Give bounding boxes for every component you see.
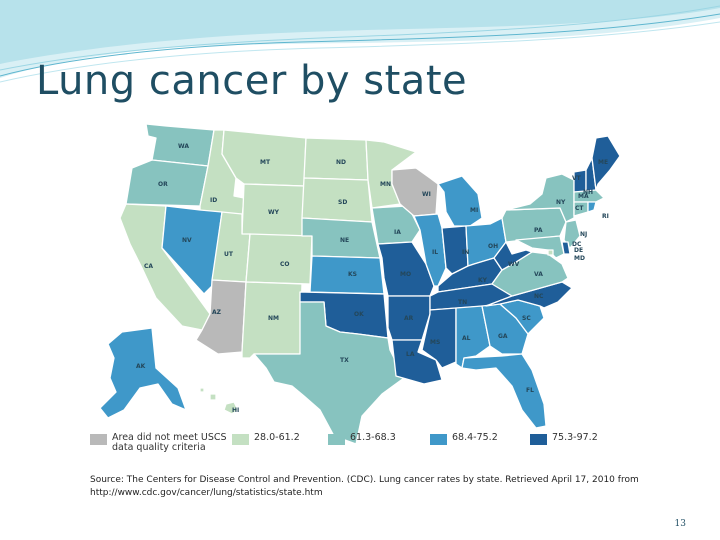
state-KS <box>309 255 385 295</box>
label-NE: NE <box>340 237 349 244</box>
label-CO: CO <box>280 261 290 268</box>
state-SD <box>301 177 373 223</box>
legend-item-mid-high: 68.4-75.2 <box>430 433 498 445</box>
legend-item-no-data: Area did not meet USCS data quality crit… <box>90 433 240 453</box>
label-VT: VT <box>572 175 582 182</box>
legend-label: 61.3-68.3 <box>350 432 396 443</box>
state-ME <box>591 135 621 191</box>
label-ND: ND <box>336 159 346 166</box>
state-HI <box>223 401 239 415</box>
label-HI: HI <box>232 407 239 414</box>
map-legend: Area did not meet USCS data quality crit… <box>90 433 620 469</box>
map-canvas: WA OR CA ID NV MT WY UT AZ CO NM ND SD N… <box>99 123 621 445</box>
label-IL: IL <box>432 249 438 256</box>
label-OR: OR <box>158 181 168 188</box>
label-KS: KS <box>348 271 357 278</box>
legend-swatch <box>430 434 447 445</box>
label-VA: VA <box>534 271 543 278</box>
state-MA <box>573 189 605 203</box>
legend-item-high: 75.3-97.2 <box>530 433 598 445</box>
label-AL: AL <box>462 335 471 342</box>
label-MI: MI <box>470 207 478 214</box>
label-IA: IA <box>394 229 401 236</box>
label-ID: ID <box>210 197 217 204</box>
label-ME: ME <box>598 159 608 166</box>
label-NJ: NJ <box>580 231 587 238</box>
slide-title: Lung cancer by state <box>36 58 468 104</box>
label-KY: KY <box>478 277 488 284</box>
label-WV: WV <box>508 261 520 268</box>
label-CT: CT <box>575 205 584 212</box>
legend-label: Area did not meet USCS data quality crit… <box>112 432 227 453</box>
state-CO <box>245 233 313 285</box>
label-LA: LA <box>406 351 415 358</box>
label-TX: TX <box>340 357 349 364</box>
state-RI <box>587 201 597 213</box>
legend-swatch <box>90 434 107 445</box>
label-MO: MO <box>400 271 411 278</box>
label-NM: NM <box>268 315 279 322</box>
legend-label: 68.4-75.2 <box>452 432 498 443</box>
label-NH: NH <box>583 189 593 196</box>
legend-swatch <box>328 434 345 445</box>
label-GA: GA <box>498 333 508 340</box>
slide-number: 13 <box>674 519 686 529</box>
legend-swatch <box>530 434 547 445</box>
label-RI: RI <box>602 213 609 220</box>
label-DE: DE <box>574 247 583 254</box>
label-AZ: AZ <box>212 309 222 316</box>
label-UT: UT <box>224 251 234 258</box>
header-swoosh <box>0 0 720 83</box>
state-DC <box>547 249 554 256</box>
label-NY: NY <box>556 199 566 206</box>
label-MD: MD <box>574 255 585 262</box>
us-choropleth-map: WA OR CA ID NV MT WY UT AZ CO NM ND SD N… <box>86 118 622 468</box>
label-FL: FL <box>526 387 534 394</box>
label-PA: PA <box>534 227 543 234</box>
label-AK: AK <box>136 363 146 370</box>
state-HI-islet <box>209 393 217 401</box>
label-CA: CA <box>144 263 153 270</box>
legend-item-mid-low: 61.3-68.3 <box>328 433 396 445</box>
state-LA <box>391 339 443 385</box>
label-WY: WY <box>268 209 280 216</box>
state-HI-islet <box>199 387 205 393</box>
state-NJ <box>563 219 581 249</box>
label-SC: SC <box>522 315 531 322</box>
state-FL <box>461 353 547 429</box>
label-OH: OH <box>488 243 498 250</box>
label-MA: MA <box>578 193 589 200</box>
label-NC: NC <box>534 293 544 300</box>
label-WI: WI <box>422 191 431 198</box>
label-TN: TN <box>458 299 467 306</box>
label-MT: MT <box>260 159 271 166</box>
label-AR: AR <box>404 315 414 322</box>
state-TX <box>253 301 405 445</box>
source-citation: Source: The Centers for Disease Control … <box>90 475 639 498</box>
legend-swatch <box>232 434 249 445</box>
label-SD: SD <box>338 199 347 206</box>
label-DC: DC <box>572 241 582 248</box>
state-AK <box>99 327 187 419</box>
label-IN: IN <box>462 249 469 256</box>
label-MN: MN <box>380 181 391 188</box>
label-NV: NV <box>182 237 192 244</box>
label-WA: WA <box>178 143 189 150</box>
legend-item-low: 28.0-61.2 <box>232 433 300 445</box>
label-MS: MS <box>430 339 440 346</box>
legend-label: 28.0-61.2 <box>254 432 300 443</box>
label-OK: OK <box>354 311 364 318</box>
state-WV <box>493 241 533 271</box>
legend-label: 75.3-97.2 <box>552 432 598 443</box>
state-MI <box>437 175 483 227</box>
